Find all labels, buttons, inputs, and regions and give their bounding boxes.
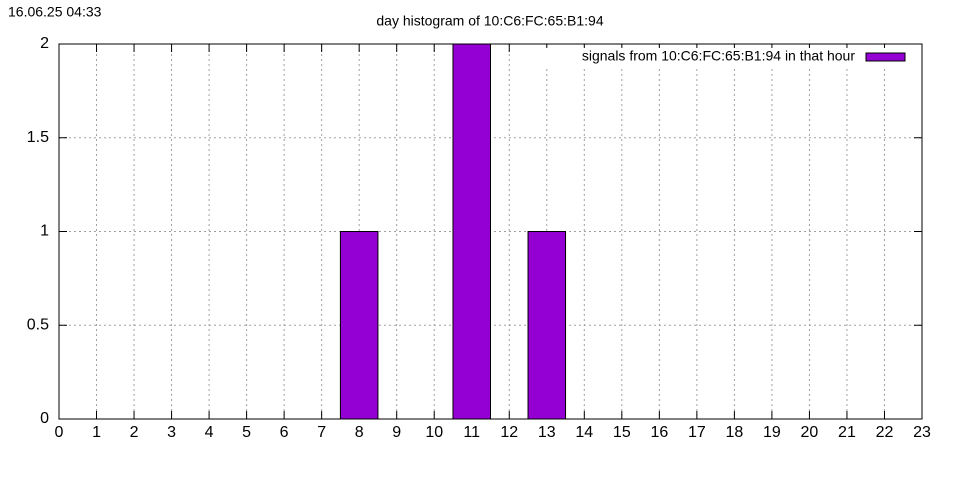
y-tick-label: 1 bbox=[40, 223, 49, 240]
plot-frame bbox=[58, 43, 923, 420]
legend-background bbox=[535, 48, 915, 66]
x-tick-label: 13 bbox=[538, 424, 556, 441]
x-tick-label: 20 bbox=[801, 424, 819, 441]
x-tick-label: 19 bbox=[763, 424, 781, 441]
bar bbox=[527, 231, 567, 420]
x-tick-label: 21 bbox=[838, 424, 856, 441]
x-tick-label: 12 bbox=[500, 424, 518, 441]
x-tick-label: 11 bbox=[463, 424, 480, 441]
bar bbox=[339, 231, 379, 420]
x-tick-label: 10 bbox=[425, 424, 443, 441]
x-tick-label: 14 bbox=[575, 424, 593, 441]
x-tick-label: 17 bbox=[688, 424, 706, 441]
x-tick-label: 7 bbox=[317, 424, 326, 441]
y-tick-label: 0 bbox=[40, 410, 49, 427]
x-tick-label: 18 bbox=[725, 424, 743, 441]
x-tick-label: 0 bbox=[55, 424, 64, 441]
x-tick-label: 22 bbox=[876, 424, 894, 441]
y-tick-label: 0.5 bbox=[27, 316, 49, 333]
bar bbox=[452, 43, 492, 420]
x-tick-label: 6 bbox=[280, 424, 289, 441]
x-tick-label: 5 bbox=[242, 424, 251, 441]
x-tick-label: 15 bbox=[613, 424, 631, 441]
y-tick-label: 2 bbox=[40, 35, 49, 52]
timestamp: 16.06.25 04:33 bbox=[8, 4, 102, 20]
x-tick-label: 8 bbox=[355, 424, 364, 441]
x-tick-label: 16 bbox=[650, 424, 668, 441]
x-tick-label: 4 bbox=[205, 424, 214, 441]
x-tick-label: 23 bbox=[913, 424, 931, 441]
x-tick-label: 3 bbox=[167, 424, 176, 441]
x-tick-label: 9 bbox=[392, 424, 401, 441]
x-tick-label: 1 bbox=[92, 424, 101, 441]
chart-title: day histogram of 10:C6:FC:65:B1:94 bbox=[376, 13, 603, 29]
legend-label: signals from 10:C6:FC:65:B1:94 in that h… bbox=[582, 48, 855, 64]
legend-swatch bbox=[865, 52, 906, 62]
x-tick-label: 2 bbox=[130, 424, 139, 441]
y-tick-label: 1.5 bbox=[27, 129, 49, 146]
